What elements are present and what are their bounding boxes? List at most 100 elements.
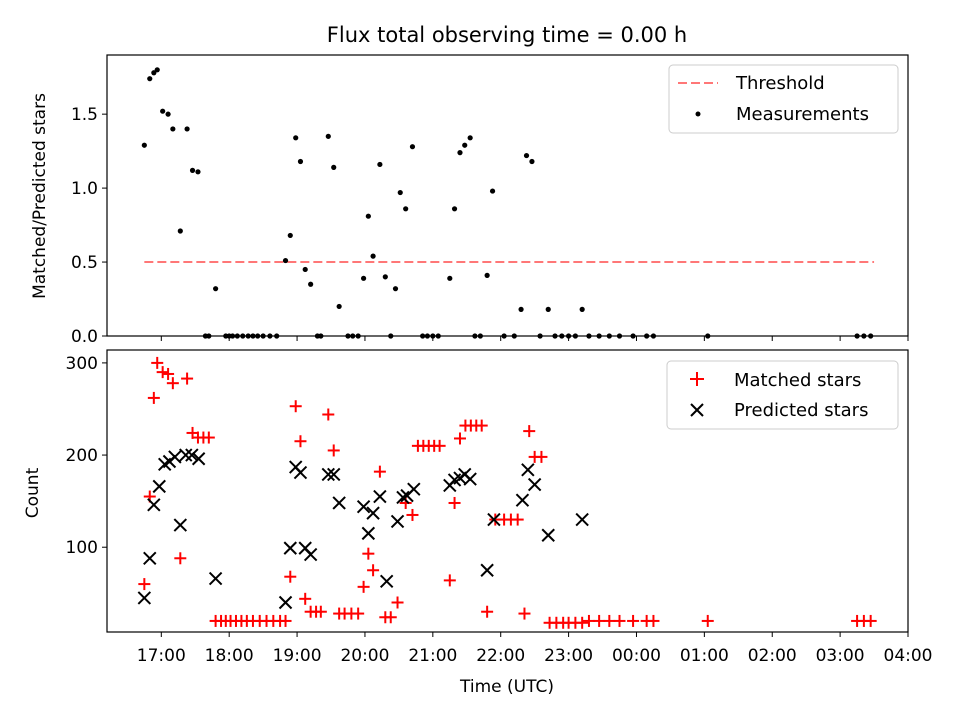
- x-tick-label: 02:00: [748, 646, 797, 666]
- measurement-point: [518, 306, 524, 312]
- measurement-point: [397, 189, 403, 196]
- measurement-point: [177, 228, 183, 234]
- bottom-y-tick-label: 200: [66, 446, 98, 466]
- predicted-star-point: [361, 526, 376, 541]
- predicted-star-point: [379, 574, 394, 589]
- matched-star-point: [448, 496, 461, 509]
- top-y-tick-label: 1.0: [71, 179, 98, 199]
- predicted-star-point: [208, 571, 223, 586]
- measurement-point: [331, 164, 337, 170]
- predicted-star-point: [356, 499, 371, 514]
- x-tick-label: 19:00: [273, 646, 322, 666]
- measurement-point: [579, 306, 585, 312]
- measurement-point: [545, 306, 551, 312]
- x-tick-label: 22:00: [476, 646, 525, 666]
- measurement-point: [165, 111, 171, 117]
- predicted-star-point: [515, 493, 530, 507]
- top-y-tick-label: 0.5: [71, 253, 98, 273]
- matched-star-point: [443, 574, 456, 587]
- predicted-star-point: [303, 547, 318, 562]
- predicted-star-point: [327, 467, 341, 482]
- matched-star-point: [138, 578, 151, 591]
- matched-star-point: [314, 605, 327, 618]
- matched-star-point: [181, 372, 194, 385]
- predicted-star-point: [152, 479, 166, 494]
- predicted-star-point: [407, 482, 421, 496]
- matched-star-point: [701, 614, 714, 627]
- bottom-legend-box: [666, 360, 899, 430]
- x-axis-label: Time (UTC): [459, 677, 554, 697]
- measurement-point: [160, 108, 166, 114]
- predicted-star-point: [191, 452, 206, 466]
- predicted-star-point: [137, 591, 152, 605]
- predicted-star-point: [527, 477, 542, 492]
- measurement-point: [287, 232, 293, 239]
- matched-star-point: [864, 614, 877, 627]
- predicted-star-point: [283, 541, 297, 555]
- matched-star-point: [433, 439, 446, 452]
- matched-star-point: [603, 614, 616, 627]
- predicted-star-point: [487, 512, 501, 527]
- matched-star-point: [362, 547, 375, 560]
- measurement-point: [403, 206, 409, 212]
- measurement-point: [141, 142, 147, 148]
- matched-star-point: [294, 435, 307, 448]
- measurement-point: [462, 142, 468, 148]
- measurement-point: [308, 281, 314, 287]
- measurement-point: [195, 169, 201, 175]
- top-legend: Threshold Measurements: [668, 64, 899, 134]
- measurement-point: [154, 67, 160, 73]
- measurement-point: [382, 274, 388, 280]
- x-tick-label: 23:00: [544, 646, 593, 666]
- matched-star-point: [156, 366, 169, 379]
- top-y-tick-label: 0.0: [71, 327, 98, 347]
- matched-star-point: [576, 616, 589, 629]
- matched-star-point: [535, 450, 548, 463]
- predicted-star-point: [480, 563, 494, 577]
- predicted-star-point: [185, 448, 199, 462]
- matched-star-point: [151, 356, 164, 369]
- measurement-point: [325, 133, 331, 139]
- predicted-star-point: [168, 450, 182, 464]
- measurement-point: [484, 272, 490, 278]
- matched-star-point: [523, 425, 536, 438]
- x-tick-label: 04:00: [884, 646, 933, 666]
- measurement-point: [447, 275, 453, 281]
- measurement-point: [213, 286, 219, 292]
- measurement-point: [147, 76, 153, 82]
- matched-star-point: [391, 596, 404, 609]
- matched-star-point: [352, 607, 365, 620]
- matched-star-point: [327, 444, 340, 457]
- matched-star-point: [373, 465, 386, 478]
- matched-star-point: [299, 592, 312, 605]
- predicted-star-point: [373, 489, 387, 504]
- bottom-y-axis-label: Count: [23, 467, 43, 518]
- matched-star-point: [475, 419, 488, 432]
- x-tick-label: 17:00: [137, 646, 186, 666]
- matched-star-point: [166, 377, 179, 390]
- measurement-point: [336, 303, 342, 310]
- predicted-star-point: [541, 528, 555, 542]
- matched-star-point: [279, 614, 292, 627]
- predicted-star-point: [332, 496, 346, 510]
- matched-star-point: [322, 408, 335, 421]
- matched-star-point: [289, 400, 302, 413]
- bottom-plot-frame: [106, 349, 909, 633]
- x-tick-label: 01:00: [680, 646, 729, 666]
- measurement-point: [457, 150, 463, 156]
- predicted-star-point: [179, 448, 193, 462]
- matched-star-point: [147, 391, 160, 404]
- measurement-point: [392, 286, 399, 292]
- predicted-star-point: [463, 472, 477, 486]
- x-tick-label: 21:00: [408, 646, 457, 666]
- top-y-tick-label: 1.5: [71, 105, 98, 125]
- x-tick-label: 00:00: [612, 646, 661, 666]
- predicted-star-point: [143, 551, 157, 565]
- x-tick-label: 18:00: [205, 646, 254, 666]
- matched-star-point: [357, 580, 370, 593]
- measurement-point: [370, 253, 376, 259]
- matched-star-point: [384, 611, 397, 624]
- bottom-legend: Matched stars Predicted stars: [666, 360, 899, 430]
